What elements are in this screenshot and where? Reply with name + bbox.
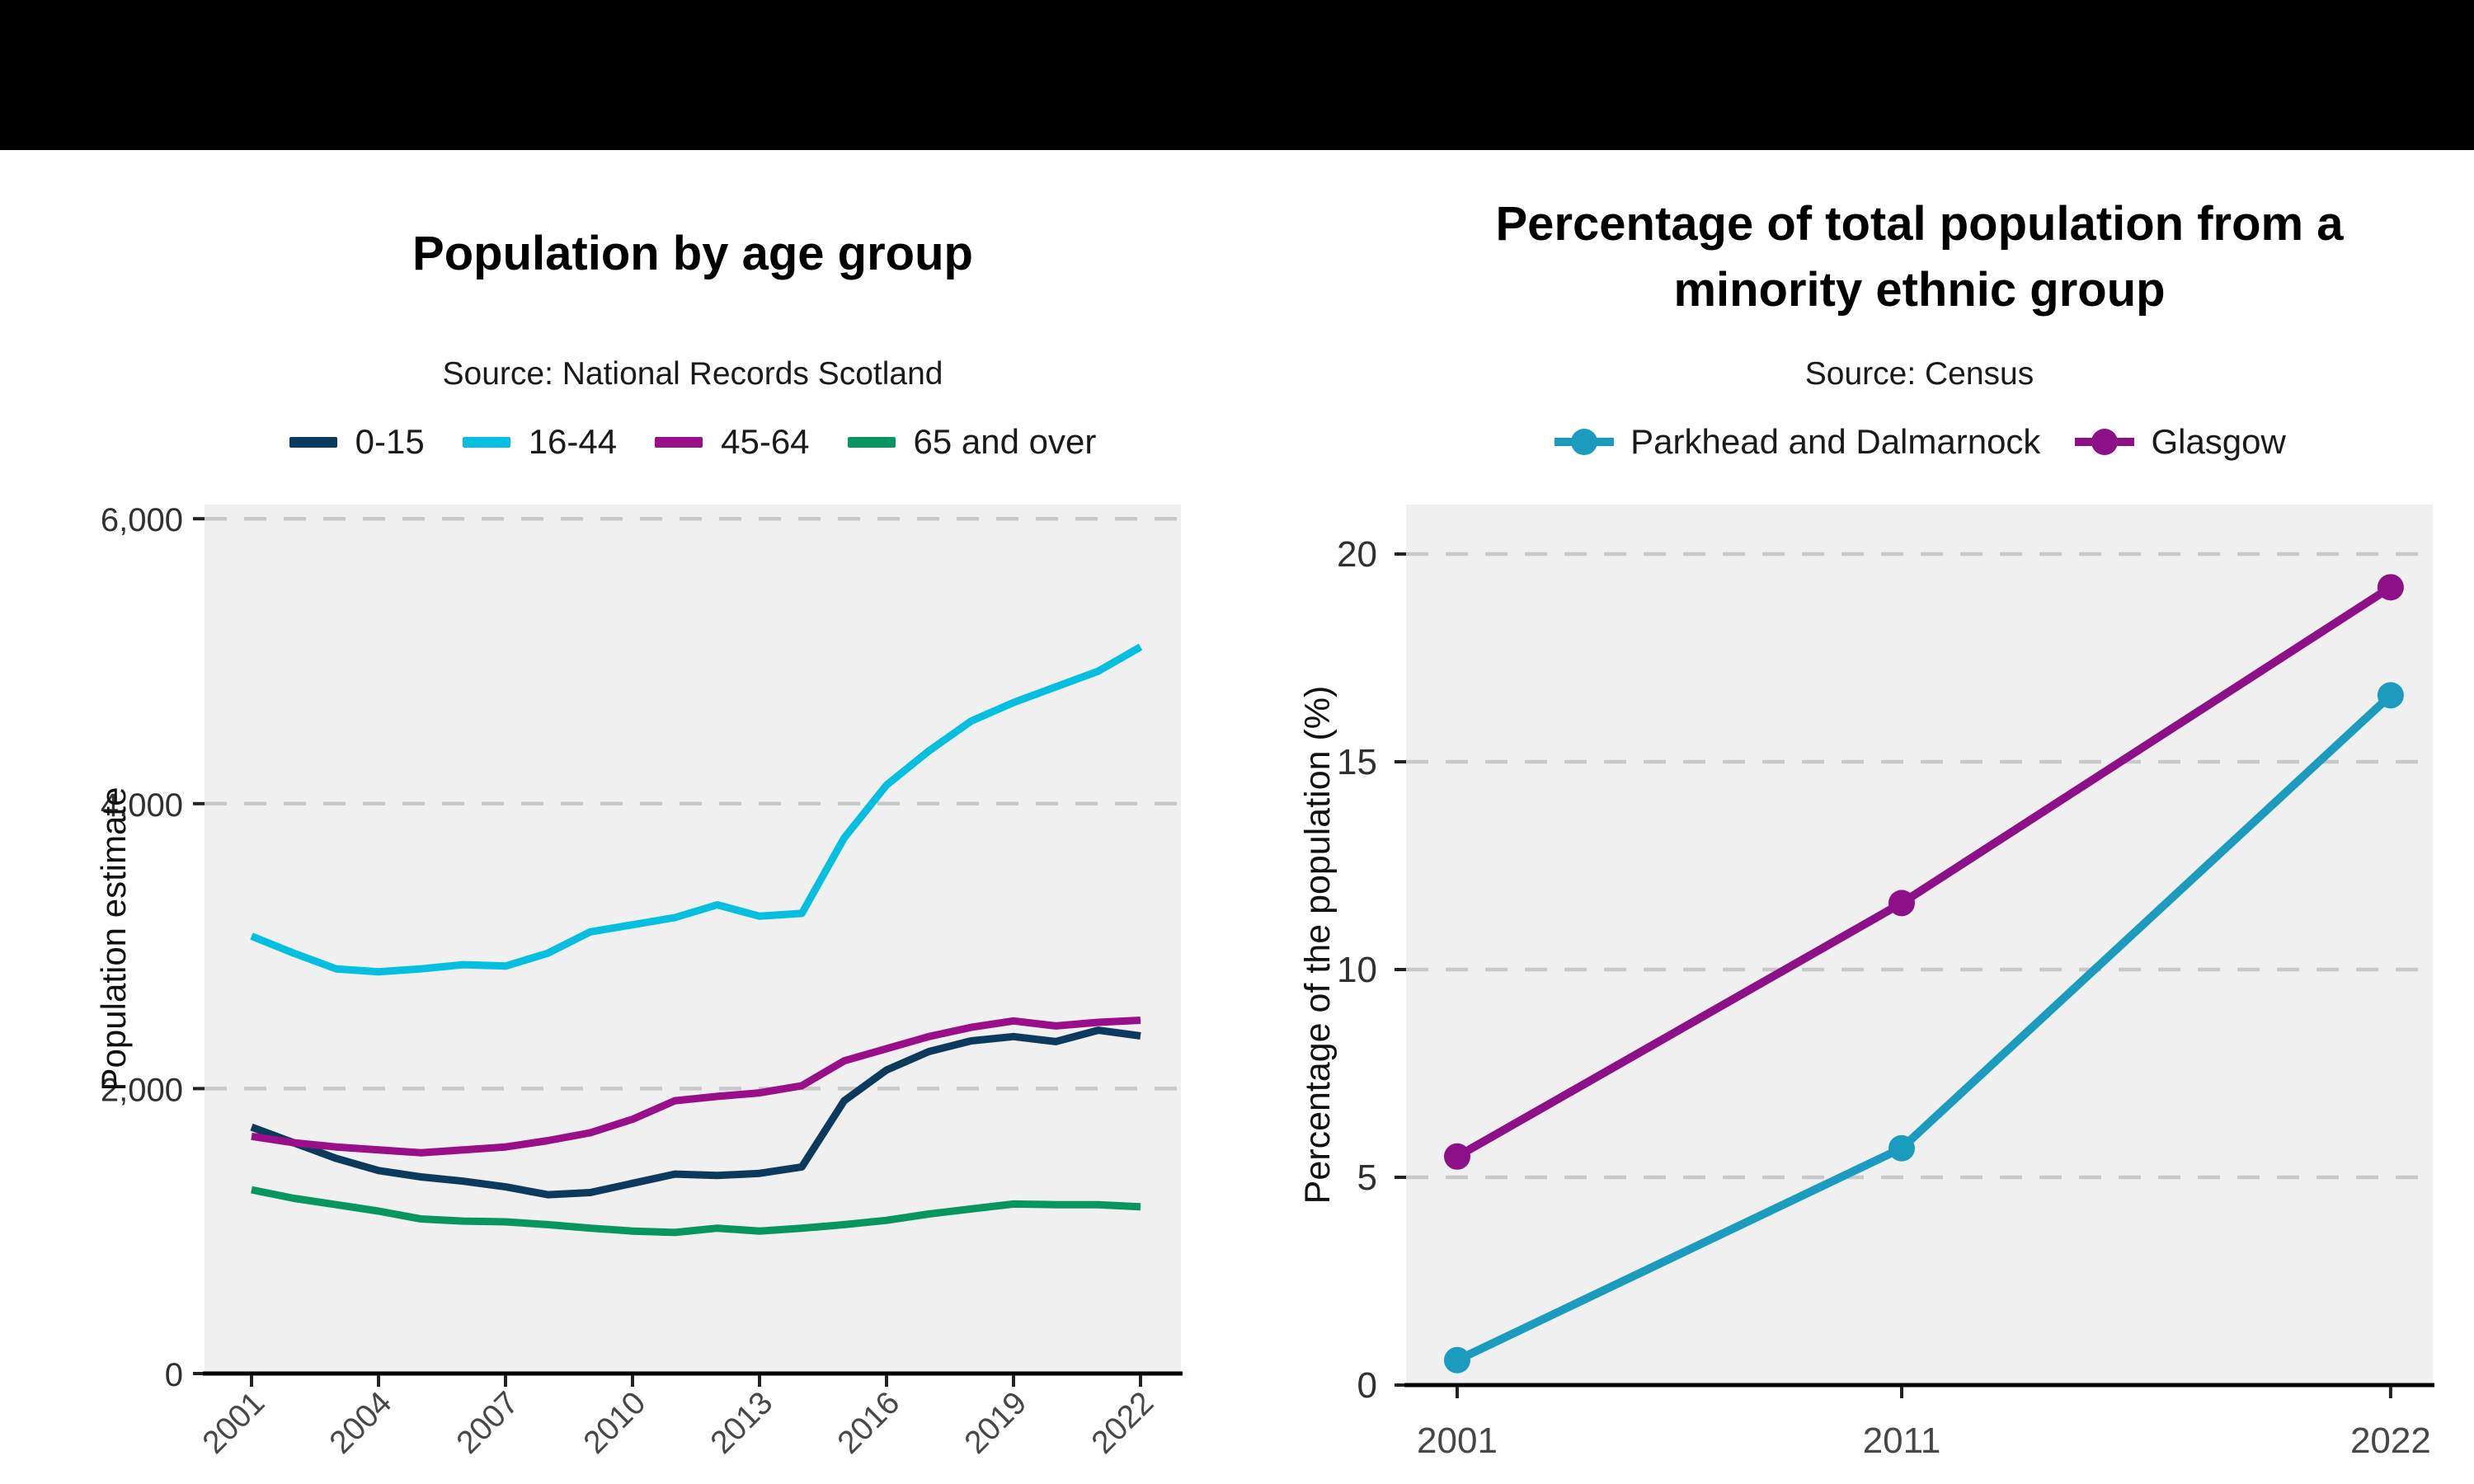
right-chart-subtitle: Source: Census — [1804, 356, 2034, 392]
right-chart-title: Percentage of total population from a mi… — [1406, 191, 2433, 323]
right-chart-title-line1: Percentage of total population from a — [1495, 197, 2344, 251]
x-tick-label: 2019 — [958, 1385, 1034, 1461]
left-chart-title: Population by age group — [412, 227, 973, 280]
series-line-45-64 — [251, 1017, 1141, 1157]
x-tick-label: 2022 — [1085, 1385, 1161, 1461]
data-point-glasgow-2011 — [1888, 890, 1915, 917]
legend-label: 65 and over — [913, 422, 1097, 461]
legend-label: 45-64 — [721, 422, 810, 461]
legend-item-16-44: 16-44 — [462, 422, 618, 462]
data-point-parkhead-and-dalmarnock-2011 — [1888, 1134, 1915, 1162]
y-tick-label: 2,000 — [101, 1072, 183, 1108]
series-line-16-44 — [250, 643, 1143, 976]
legend-item-parkhead-and-dalmarnock: Parkhead and Dalmarnock — [1553, 422, 2040, 462]
plot-panel — [1406, 505, 2433, 1385]
data-point-parkhead-and-dalmarnock-2022 — [2377, 682, 2404, 709]
y-axis-title: Percentage of the population (%) — [1298, 686, 1338, 1205]
x-tick-label: 2001 — [1417, 1421, 1498, 1461]
legend-key-point-line-icon — [1554, 429, 1615, 455]
x-tick-label: 2010 — [577, 1385, 653, 1461]
top-banner — [0, 0, 2474, 150]
series-line-65-and-over — [251, 1186, 1141, 1237]
y-tick-label: 15 — [1337, 742, 1377, 782]
legend-key-swatch-icon — [289, 436, 337, 448]
y-tick-label: 0 — [165, 1357, 183, 1393]
y-axis-title: Population estimate — [94, 787, 133, 1092]
y-tick-label: 0 — [1357, 1365, 1377, 1406]
y-tick-label: 4,000 — [101, 787, 183, 824]
legend-key-swatch-icon — [655, 436, 703, 448]
y-tick-label: 6,000 — [101, 502, 183, 538]
x-tick-label: 2004 — [323, 1385, 399, 1461]
y-tick-label: 5 — [1357, 1158, 1377, 1198]
data-point-glasgow-2022 — [2377, 574, 2404, 601]
y-tick-label: 10 — [1337, 950, 1377, 990]
data-point-parkhead-and-dalmarnock-2001 — [1444, 1346, 1470, 1374]
legend-key-swatch-icon — [462, 436, 510, 448]
x-tick-label: 2011 — [1863, 1421, 1941, 1461]
legend-item-0-15: 0-15 — [289, 422, 425, 462]
legend-item-glasgow: Glasgow — [2073, 422, 2286, 462]
plot-panel — [205, 505, 1181, 1374]
left-chart-subtitle: Source: National Records Scotland — [442, 356, 943, 392]
legend-item-65-and-over: 65 and over — [847, 422, 1097, 462]
legend-label: 16-44 — [528, 422, 618, 461]
legend-item-45-64: 45-64 — [655, 422, 810, 462]
legend-label: 0-15 — [355, 422, 425, 461]
x-tick-label: 2001 — [196, 1385, 272, 1461]
legend-key-point-line-icon — [2075, 429, 2135, 455]
x-tick-label: 2016 — [831, 1385, 907, 1461]
x-tick-label: 2007 — [450, 1385, 526, 1461]
y-tick-label: 20 — [1337, 534, 1377, 575]
x-tick-label: 2022 — [2350, 1421, 2431, 1461]
legend-key-swatch-icon — [847, 436, 896, 448]
x-tick-label: 2013 — [704, 1385, 780, 1461]
right-chart-legend: Parkhead and Dalmarnock Glasgow — [1406, 419, 2433, 465]
legend-label: Parkhead and Dalmarnock — [1630, 422, 2041, 461]
legend-label: Glasgow — [2151, 422, 2286, 461]
right-chart-title-line2: minority ethnic group — [1673, 263, 2166, 317]
series-line-0-15 — [250, 1026, 1141, 1199]
data-point-glasgow-2001 — [1444, 1143, 1470, 1170]
left-chart-legend: 0-15 16-44 45-64 65 and over — [205, 419, 1181, 465]
